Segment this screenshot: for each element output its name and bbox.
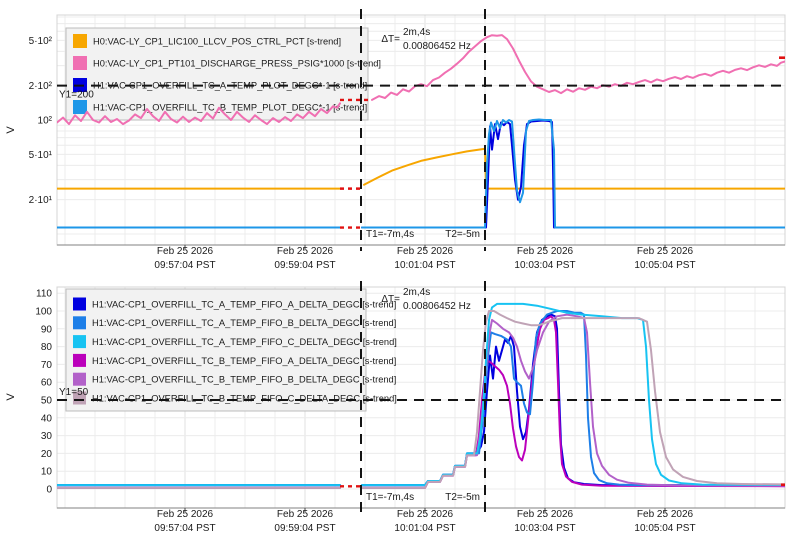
legend-swatch: [73, 391, 86, 405]
y-tick-label: 50: [41, 396, 53, 407]
x-tick-label: 10:05:04 PST: [634, 260, 695, 271]
x-tick-label: Feb 25 2026: [157, 246, 214, 257]
x-tick-label: 10:05:04 PST: [634, 523, 695, 534]
x-tick-label: 09:59:04 PST: [274, 523, 335, 534]
x-tick-label: 09:57:04 PST: [154, 523, 215, 534]
x-tick-label: Feb 25 2026: [157, 509, 214, 520]
y-tick-label: 60: [41, 378, 53, 389]
delta-t-label: ΔT=: [381, 34, 400, 45]
y-tick-label: 100: [35, 307, 52, 318]
y-tick-label: 70: [41, 360, 53, 371]
x-tick-label: 10:01:04 PST: [394, 523, 455, 534]
series-line: [363, 147, 785, 190]
x-tick-label: 09:59:04 PST: [274, 260, 335, 271]
legend: H1:VAC-CP1_OVERFILL_TC_A_TEMP_FIFO_A_DEL…: [65, 288, 397, 412]
legend-swatch: [73, 297, 86, 311]
bottom-panel: H1:VAC-CP1_OVERFILL_TC_A_TEMP_FIFO_A_DEL…: [5, 281, 786, 534]
legend-row[interactable]: H1:VAC-CP1_OVERFILL_TC_A_TEMP_FIFO_A_DEL…: [73, 297, 396, 311]
legend-swatch: [73, 353, 86, 367]
y-tick-label: 2·10²: [29, 81, 53, 92]
x-tick-label: Feb 25 2026: [277, 509, 334, 520]
legend-swatch: [73, 372, 86, 386]
series-line: [361, 310, 785, 489]
y-tick-label: 5·10²: [29, 36, 53, 47]
x-tick-label: Feb 25 2026: [517, 509, 574, 520]
t2-cursor-label[interactable]: T2=-5m: [445, 229, 480, 240]
top-panel: H0:VAC-LY_CP1_LIC100_LLCV_POS_CTRL_PCT […: [5, 9, 786, 271]
y-tick-label: 10: [41, 467, 53, 478]
legend-row[interactable]: H1:VAC-CP1_OVERFILL_TC_B_TEMP_FIFO_B_DEL…: [73, 372, 396, 386]
legend-row[interactable]: H1:VAC-CP1_OVERFILL_TC_A_TEMP_FIFO_C_DEL…: [73, 335, 397, 349]
legend-swatch: [73, 100, 87, 114]
x-tick-label: 10:03:04 PST: [514, 260, 575, 271]
legend-label: H0:VAC-LY_CP1_LIC100_LLCV_POS_CTRL_PCT […: [93, 36, 341, 46]
legend-swatch: [73, 335, 86, 349]
y-tick-label: 0: [46, 485, 52, 496]
delta-t-label: ΔT=: [381, 294, 400, 305]
legend-box: [65, 288, 367, 412]
legend-label: H1:VAC-CP1_OVERFILL_TC_A_TEMP_FIFO_A_DEL…: [92, 299, 396, 309]
y-tick-label: 5·10¹: [29, 150, 53, 161]
y-tick-label: 10²: [38, 116, 53, 127]
y1-cursor-label[interactable]: Y1=200: [59, 90, 94, 101]
y-axis-title: V: [5, 393, 17, 401]
legend-label: H1:VAC-CP1_OVERFILL_TC_A_TEMP_FIFO_C_DEL…: [92, 337, 397, 347]
y-tick-label: 20: [41, 449, 53, 460]
x-tick-label: Feb 25 2026: [397, 509, 454, 520]
series-group: [57, 34, 785, 229]
legend: H0:VAC-LY_CP1_LIC100_LLCV_POS_CTRL_PCT […: [65, 27, 381, 121]
legend-row[interactable]: H0:VAC-LY_CP1_PT101_DISCHARGE_PRESS_PSIG…: [73, 56, 381, 70]
y-tick-label: 90: [41, 324, 53, 335]
x-tick-label: Feb 25 2026: [277, 246, 334, 257]
t1-cursor-label[interactable]: T1=-7m,4s: [366, 229, 414, 240]
legend-label: H1:VAC-CP1_OVERFILL_TC_B_TEMP_FIFO_C_DEL…: [92, 393, 397, 403]
series-line: [371, 34, 785, 101]
legend-row[interactable]: H1:VAC-CP1_OVERFILL_TC_B_TEMP_FIFO_C_DEL…: [73, 391, 397, 405]
delta-t-value: 2m,4s: [403, 287, 430, 298]
legend-row[interactable]: H1:VAC-CP1_OVERFILL_TC_A_TEMP_FIFO_B_DEL…: [73, 316, 396, 330]
legend-label: H0:VAC-LY_CP1_PT101_DISCHARGE_PRESS_PSIG…: [93, 58, 381, 68]
y1-cursor-label[interactable]: Y1=50: [59, 387, 89, 398]
x-tick-label: 10:01:04 PST: [394, 260, 455, 271]
legend-label: H1:VAC-CP1_OVERFILL_TC_B_TEMP_FIFO_A_DEL…: [92, 356, 396, 366]
legend-label: H1:VAC-CP1_OVERFILL_TC_B_TEMP_PLOT_DEGC*…: [93, 102, 367, 112]
x-tick-label: 10:03:04 PST: [514, 523, 575, 534]
x-tick-label: Feb 25 2026: [397, 246, 454, 257]
series-line: [361, 118, 785, 229]
x-tick-label: Feb 25 2026: [517, 246, 574, 257]
legend-label: H1:VAC-CP1_OVERFILL_TC_A_TEMP_FIFO_B_DEL…: [92, 318, 396, 328]
legend-swatch: [73, 56, 87, 70]
legend-label: H1:VAC-CP1_OVERFILL_TC_B_TEMP_FIFO_B_DEL…: [92, 375, 396, 385]
x-tick-label: Feb 25 2026: [637, 509, 694, 520]
t2-cursor-label[interactable]: T2=-5m: [445, 492, 480, 503]
y-tick-label: 80: [41, 342, 53, 353]
t1-cursor-label[interactable]: T1=-7m,4s: [366, 492, 414, 503]
y-tick-label: 2·10¹: [29, 195, 53, 206]
x-tick-label: 09:57:04 PST: [154, 260, 215, 271]
y-tick-label: 40: [41, 413, 53, 424]
y-tick-label: 30: [41, 431, 53, 442]
y-axis-title: V: [5, 126, 17, 134]
legend-box: [65, 27, 369, 121]
series-line: [57, 102, 341, 126]
legend-swatch: [73, 316, 86, 330]
delta-t-value: 2m,4s: [403, 27, 430, 38]
legend-row[interactable]: H0:VAC-LY_CP1_LIC100_LLCV_POS_CTRL_PCT […: [73, 34, 341, 48]
legend-row[interactable]: H1:VAC-CP1_OVERFILL_TC_B_TEMP_FIFO_A_DEL…: [73, 353, 396, 367]
y-tick-label: 110: [36, 289, 52, 300]
delta-t-freq: 0.00806452 Hz: [403, 41, 471, 52]
legend-swatch: [73, 34, 87, 48]
delta-t-freq: 0.00806452 Hz: [403, 301, 471, 312]
x-tick-label: Feb 25 2026: [637, 246, 694, 257]
legend-row[interactable]: H1:VAC-CP1_OVERFILL_TC_B_TEMP_PLOT_DEGC*…: [73, 100, 367, 114]
